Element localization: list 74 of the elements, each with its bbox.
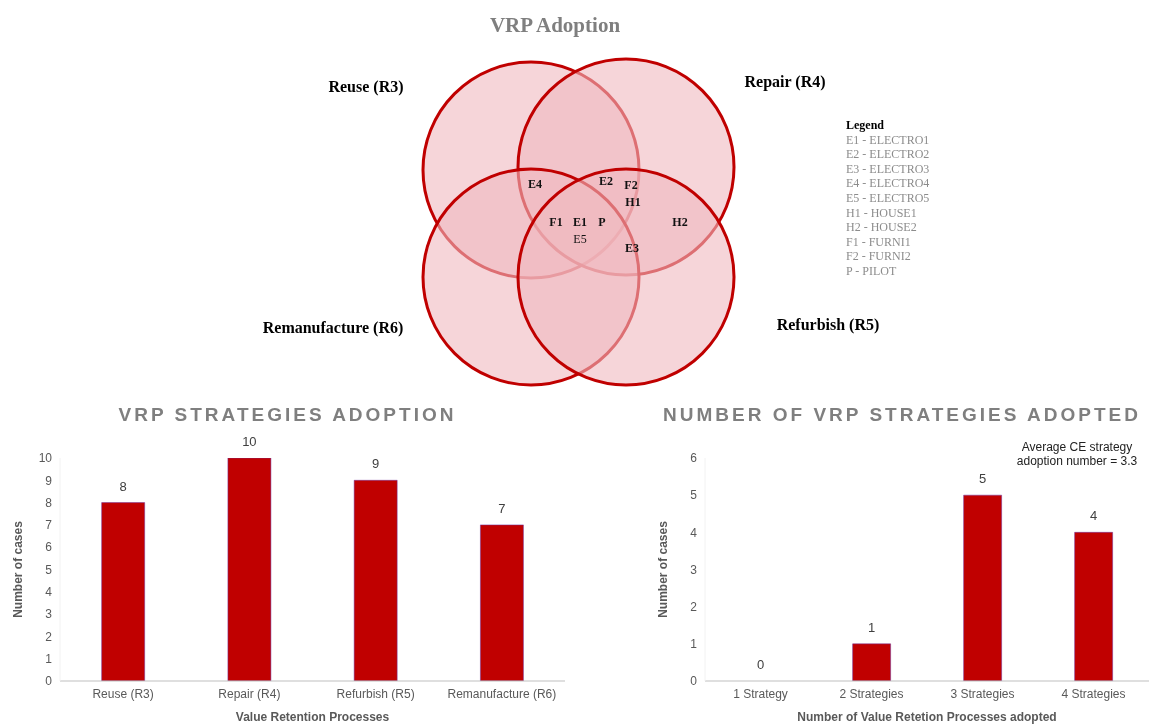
x-tick-label: Refurbish (R5) bbox=[336, 686, 415, 701]
bar bbox=[101, 502, 146, 681]
data-label: 9 bbox=[372, 456, 380, 472]
bar bbox=[963, 494, 1003, 681]
y-tick-label: 2 bbox=[690, 599, 698, 614]
x-tick-label: Repair (R4) bbox=[218, 686, 281, 701]
y-tick-label: 4 bbox=[690, 525, 698, 540]
text: E3 - ELECTRO3 bbox=[846, 161, 930, 176]
chart-title: VRP STRATEGIES ADOPTION bbox=[117, 404, 458, 426]
text: F2 bbox=[624, 178, 638, 192]
y-axis-title: Number of cases bbox=[11, 520, 26, 618]
text: H2 - HOUSE2 bbox=[846, 220, 917, 235]
data-label: 5 bbox=[978, 471, 987, 487]
data-label: 0 bbox=[756, 657, 765, 672]
y-tick-label: 4 bbox=[45, 585, 53, 600]
y-axis-title: Number of cases bbox=[656, 520, 671, 618]
bar bbox=[227, 458, 272, 681]
y-tick-label: 7 bbox=[45, 518, 53, 533]
data-label: 8 bbox=[119, 478, 127, 494]
y-tick-label: 6 bbox=[690, 451, 698, 466]
text: E2 - ELECTRO2 bbox=[846, 147, 930, 162]
y-tick-label: 2 bbox=[45, 629, 53, 644]
y-tick-label: 6 bbox=[45, 540, 53, 555]
bar bbox=[852, 643, 892, 681]
y-tick-label: 8 bbox=[45, 495, 53, 510]
legend-title: Legend bbox=[846, 118, 885, 132]
text: E5 bbox=[573, 232, 587, 246]
text: E1 bbox=[572, 215, 588, 229]
text: H2 bbox=[672, 215, 688, 229]
x-tick-label: 4 Strategies bbox=[1061, 686, 1126, 701]
x-tick-label: 1 Strategy bbox=[733, 686, 788, 701]
text: H1 bbox=[625, 195, 641, 209]
y-tick-label: 9 bbox=[45, 473, 53, 488]
x-tick-label: Reuse (R3) bbox=[92, 686, 154, 701]
y-tick-label: 5 bbox=[690, 488, 698, 503]
data-label: 4 bbox=[1089, 508, 1098, 524]
x-tick-label: 2 Strategies bbox=[839, 686, 904, 701]
text: F1 bbox=[549, 215, 563, 229]
x-tick-label: Remanufacture (R6) bbox=[447, 686, 557, 701]
text: P bbox=[598, 215, 606, 229]
x-tick-label: 3 Strategies bbox=[950, 686, 1015, 701]
y-tick-label: 1 bbox=[690, 637, 698, 652]
y-tick-label: 10 bbox=[38, 451, 53, 466]
y-tick-label: 3 bbox=[45, 607, 53, 622]
text: VRP Adoption bbox=[489, 13, 621, 37]
y-tick-label: 5 bbox=[45, 562, 53, 577]
text: E3 bbox=[624, 241, 640, 255]
y-tick-label: 3 bbox=[690, 562, 698, 577]
x-axis-title: Number of Value Retetion Processes adopted bbox=[797, 710, 1057, 724]
y-tick-label: 1 bbox=[45, 651, 53, 666]
category-label: Refurbish (R5) bbox=[776, 316, 880, 334]
category-label: Reuse (R3) bbox=[328, 78, 404, 96]
text: F1 - FURNI1 bbox=[846, 234, 911, 249]
text: E2 bbox=[598, 174, 614, 188]
annotation: Average CE strategy adoption number = 3.3 bbox=[1015, 440, 1139, 468]
text: E1 - ELECTRO1 bbox=[846, 132, 930, 147]
text: E4 - ELECTRO4 bbox=[846, 176, 930, 191]
data-label: 7 bbox=[498, 500, 506, 516]
text: E5 - ELECTRO5 bbox=[846, 190, 930, 205]
bar bbox=[479, 524, 524, 681]
x-axis-title: Value Retention Processes bbox=[235, 710, 390, 724]
category-label: Repair (R4) bbox=[744, 73, 826, 91]
text: P - PILOT bbox=[846, 263, 897, 278]
y-tick-label: 0 bbox=[45, 674, 53, 689]
text: H1 - HOUSE1 bbox=[846, 205, 917, 220]
text: F2 - FURNI2 bbox=[846, 249, 911, 264]
bar bbox=[1074, 531, 1114, 681]
chart-title: NUMBER OF VRP STRATEGIES ADOPTED bbox=[662, 404, 1142, 426]
y-tick-label: 0 bbox=[690, 674, 698, 689]
category-label: Remanufacture (R6) bbox=[262, 319, 404, 337]
text: E4 bbox=[527, 177, 543, 191]
data-label: 1 bbox=[867, 619, 876, 635]
data-label: 10 bbox=[242, 434, 257, 449]
bar bbox=[353, 479, 398, 681]
